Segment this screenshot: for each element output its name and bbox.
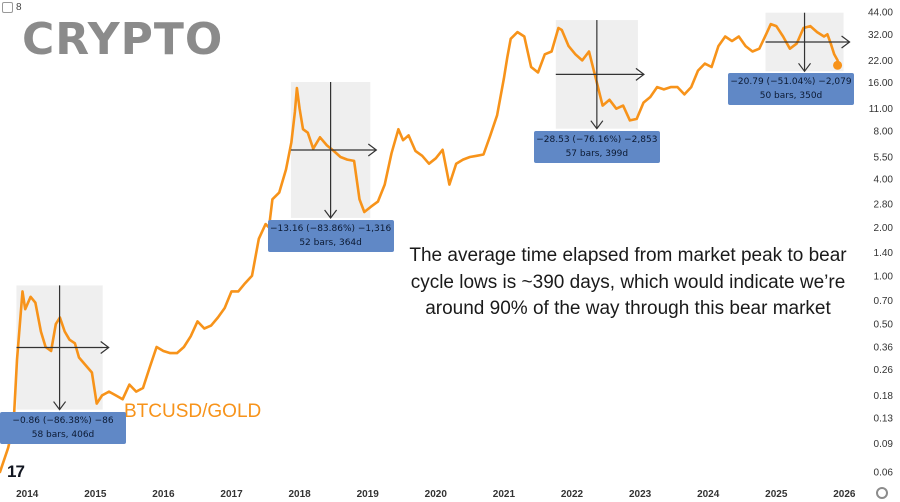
y-tick-label: 2.80 xyxy=(874,200,894,211)
y-tick-label: 0.09 xyxy=(874,439,894,450)
measure-box-1: −0.86 (−86.38%) −8658 bars, 406d xyxy=(0,412,126,444)
x-tick-label: 2014 xyxy=(16,489,39,500)
y-tick-label: 4.00 xyxy=(874,175,894,186)
series-label: BTCUSD/GOLD xyxy=(124,401,261,423)
measure-arrows xyxy=(16,13,849,410)
measure-change: −20.79 (−51.04%) −2,079 xyxy=(728,75,854,89)
settings-icon[interactable] xyxy=(876,487,888,499)
y-tick-label: 8.00 xyxy=(874,126,894,137)
chevron-down-icon[interactable] xyxy=(2,2,13,13)
annotation-text: The average time elapsed from market pea… xyxy=(402,243,854,323)
y-axis: 44.00 32.00 22.00 16.00 11.00 8.00 5.50 4.00 2.8… xyxy=(868,8,893,479)
y-tick-label: 0.13 xyxy=(874,414,894,425)
measure-change: −28.53 (−76.16%) −2,853 xyxy=(534,133,660,147)
y-tick-label: 16.00 xyxy=(868,78,893,89)
y-tick-label: 1.00 xyxy=(874,271,894,282)
current-value-marker xyxy=(833,61,842,70)
measure-duration: 52 bars, 364d xyxy=(268,236,394,250)
measure-shades xyxy=(16,13,843,410)
x-tick-label: 2015 xyxy=(84,489,107,500)
y-tick-label: 1.40 xyxy=(874,248,894,259)
x-tick-label: 2024 xyxy=(697,489,720,500)
x-tick-label: 2019 xyxy=(357,489,380,500)
y-tick-label: 0.70 xyxy=(874,296,894,307)
y-tick-label: 22.00 xyxy=(868,56,893,67)
measure-box-2: −13.16 (−83.86%) −1,31652 bars, 364d xyxy=(268,220,394,252)
measure-change: −13.16 (−83.86%) −1,316 xyxy=(268,222,394,236)
x-tick-label: 2026 xyxy=(833,489,856,500)
x-tick-label: 2023 xyxy=(629,489,652,500)
measure-box-3: −28.53 (−76.16%) −2,85357 bars, 399d xyxy=(534,131,660,163)
x-tick-label: 2018 xyxy=(288,489,311,500)
top-control-value: 8 xyxy=(16,2,22,13)
x-tick-label: 2016 xyxy=(152,489,175,500)
x-tick-label: 2021 xyxy=(493,489,516,500)
y-tick-label: 5.50 xyxy=(874,153,894,164)
chart-stage: 2014 2015 2016 2017 2018 2019 2020 2021 2022 2023… xyxy=(0,0,900,502)
y-tick-label: 2.00 xyxy=(874,223,894,234)
x-axis: 2014 2015 2016 2017 2018 2019 2020 2021 2022 2023… xyxy=(16,489,856,500)
x-tick-label: 2022 xyxy=(561,489,584,500)
top-control[interactable]: 8 xyxy=(2,2,22,13)
y-tick-label: 44.00 xyxy=(868,8,893,19)
measure-duration: 58 bars, 406d xyxy=(0,428,126,442)
measure-box-4: −20.79 (−51.04%) −2,07950 bars, 350d xyxy=(728,73,854,105)
tradingview-logo: 17 xyxy=(7,462,24,482)
measure-duration: 50 bars, 350d xyxy=(728,89,854,103)
measure-change: −0.86 (−86.38%) −86 xyxy=(0,414,126,428)
y-tick-label: 0.50 xyxy=(874,320,894,331)
brand-logo: CRYPTO xyxy=(22,14,223,65)
y-tick-label: 32.00 xyxy=(868,30,893,41)
measure-duration: 57 bars, 399d xyxy=(534,147,660,161)
x-tick-label: 2017 xyxy=(220,489,243,500)
y-tick-label: 11.00 xyxy=(869,104,894,115)
y-tick-label: 0.26 xyxy=(874,365,894,376)
y-tick-label: 0.18 xyxy=(874,391,894,402)
x-tick-label: 2025 xyxy=(765,489,788,500)
y-tick-label: 0.06 xyxy=(874,467,894,478)
y-tick-label: 0.36 xyxy=(874,343,894,354)
x-tick-label: 2020 xyxy=(425,489,448,500)
